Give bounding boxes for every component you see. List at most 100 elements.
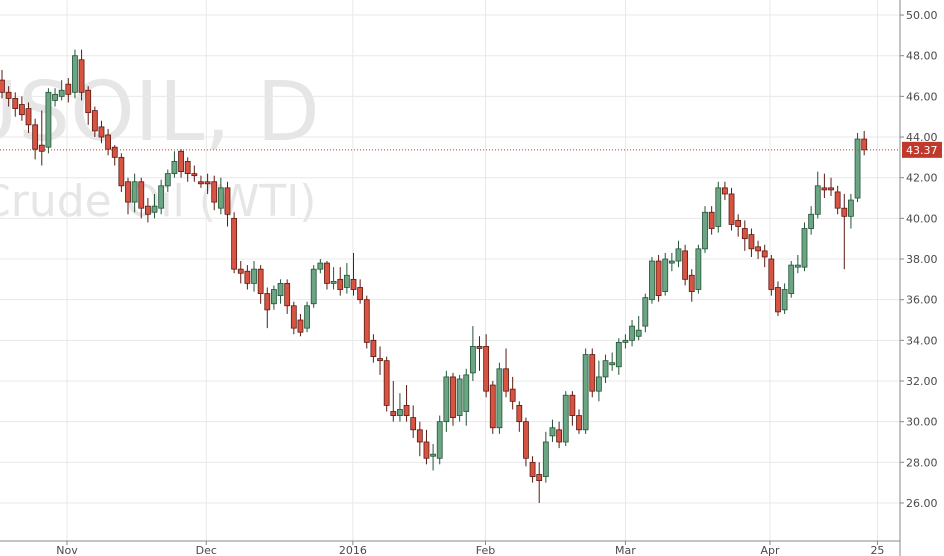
candle-body <box>761 250 768 258</box>
candle-body <box>821 187 828 191</box>
candle-body <box>715 187 722 227</box>
candle-body <box>164 173 171 187</box>
candle-body <box>768 258 775 290</box>
candle-body <box>52 93 58 101</box>
candle-body <box>430 453 436 457</box>
y-tick-label: 26.00 <box>906 497 938 510</box>
candle-body <box>450 376 456 418</box>
y-tick-label: 50.00 <box>906 9 938 22</box>
candle-body <box>549 427 556 437</box>
candle-body <box>682 250 689 280</box>
candle-body <box>158 185 165 209</box>
candle-body <box>489 384 496 429</box>
candle-body <box>284 283 291 307</box>
candle-body <box>423 441 430 459</box>
candle-body <box>91 110 98 132</box>
candle-body <box>808 213 815 229</box>
candle-body <box>5 91 12 99</box>
candle-body <box>370 339 377 358</box>
price-label: 43.37 <box>906 144 938 157</box>
candle-body <box>582 354 589 431</box>
y-tick-label: 48.00 <box>906 50 938 63</box>
candle-body <box>350 278 357 290</box>
candle-body <box>635 329 642 337</box>
candle-body <box>383 360 390 406</box>
candle-body <box>403 404 410 416</box>
candle-body <box>589 354 596 392</box>
candle-body <box>224 187 231 215</box>
candle-body <box>662 258 669 292</box>
candle-body <box>98 126 105 138</box>
candle-body <box>377 358 383 362</box>
price-label-box <box>902 141 942 158</box>
candle-body <box>828 187 834 191</box>
candle-body <box>343 274 350 288</box>
candle-body <box>264 293 271 311</box>
candle-body <box>171 161 178 175</box>
y-tick-label: 42.00 <box>906 172 938 185</box>
candle-body <box>503 368 509 392</box>
candle-body <box>18 104 25 116</box>
candle-body <box>496 368 503 429</box>
candle-body <box>416 429 423 443</box>
candle-body <box>390 411 397 416</box>
candle-body <box>483 346 490 392</box>
candle-body <box>118 156 125 187</box>
candle-body <box>788 264 795 294</box>
candle-body <box>363 299 370 343</box>
candle-body <box>655 260 662 297</box>
candle-body <box>569 394 576 416</box>
candle-body <box>702 211 708 250</box>
candle-body <box>722 187 728 195</box>
candle-body <box>337 278 344 290</box>
candle-body <box>814 185 821 215</box>
candle-body <box>861 138 868 151</box>
candle-body <box>523 421 529 459</box>
candle-body <box>536 474 543 482</box>
x-tick-label: Mar <box>615 544 636 556</box>
y-tick-label: 44.00 <box>906 131 938 144</box>
candle-body <box>622 339 629 343</box>
candle-body <box>741 228 748 240</box>
y-tick-label: 30.00 <box>906 416 938 429</box>
candle-body <box>576 415 582 431</box>
candle-body <box>443 376 450 423</box>
watermark-name: Crude Oil (WTI) <box>0 176 316 227</box>
candle-body <box>217 187 224 209</box>
candle-body <box>65 83 72 95</box>
candle-body <box>324 262 330 284</box>
candle-body <box>184 161 191 175</box>
y-tick-label: 34.00 <box>906 334 938 347</box>
candle-body <box>516 404 523 423</box>
x-tick-label: Dec <box>196 544 217 556</box>
y-tick-label: 38.00 <box>906 253 938 266</box>
candle-body <box>297 319 304 333</box>
candle-body <box>642 297 649 327</box>
candle-body <box>244 270 251 284</box>
candle-body <box>310 268 317 305</box>
candle-body <box>111 146 118 158</box>
candle-body <box>257 268 264 294</box>
candle-body <box>595 376 602 392</box>
candle-body <box>615 341 622 368</box>
candle-body <box>708 211 715 229</box>
candle-body <box>735 219 742 227</box>
candle-body <box>755 246 761 252</box>
candle-body <box>509 388 516 402</box>
candle-body <box>688 274 695 292</box>
candle-body <box>151 205 158 213</box>
candle-body <box>801 228 808 268</box>
candle-body <box>436 421 443 459</box>
x-tick-label: Feb <box>476 544 495 556</box>
candle-body <box>125 181 131 203</box>
candle-body <box>211 181 218 203</box>
candle-body <box>330 280 337 284</box>
candle-body <box>204 181 211 185</box>
candle-body <box>144 205 151 215</box>
candle-body <box>529 461 536 477</box>
candle-body <box>271 289 277 305</box>
candle-body <box>277 283 284 297</box>
candle-body <box>85 89 92 114</box>
